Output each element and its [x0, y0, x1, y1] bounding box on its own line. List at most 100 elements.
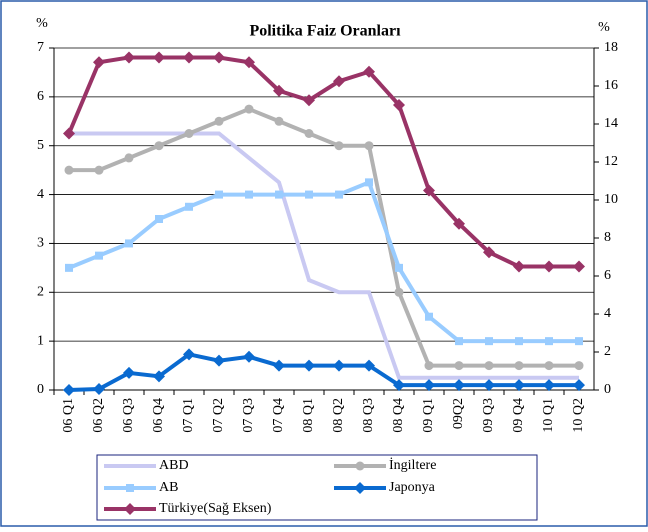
point	[93, 383, 105, 396]
chart-title: Politika Faiz Oranları	[249, 23, 401, 40]
point	[124, 503, 136, 515]
point	[304, 129, 314, 138]
y-axis-label: %	[36, 16, 48, 31]
point	[483, 379, 495, 392]
y2-tick-label: 0	[604, 382, 611, 397]
x-tick-label: 09Q2	[451, 398, 466, 429]
point	[183, 348, 195, 361]
point	[334, 141, 344, 151]
point	[544, 361, 554, 371]
y2-tick-label: 16	[604, 78, 618, 93]
point	[363, 359, 375, 372]
y2-tick-label: 8	[604, 230, 611, 245]
point	[214, 116, 224, 126]
point	[305, 190, 313, 199]
point	[543, 260, 555, 273]
point	[155, 215, 163, 223]
point	[484, 361, 494, 371]
series-line	[69, 131, 579, 380]
x-tick-label: 07 Q2	[211, 398, 226, 433]
point	[213, 51, 225, 64]
point	[364, 141, 374, 151]
x-tick-label: 09 Q4	[511, 398, 526, 433]
y2-tick-label: 14	[604, 116, 618, 131]
y-tick-label: 6	[37, 89, 44, 104]
point	[514, 361, 524, 371]
point	[126, 484, 134, 492]
point	[303, 359, 315, 372]
point	[333, 75, 345, 88]
point	[515, 337, 523, 346]
x-tick-label: 06 Q1	[61, 398, 76, 433]
point	[93, 56, 105, 69]
point	[354, 482, 366, 494]
point	[95, 251, 103, 260]
y2-axis-label: %	[598, 20, 610, 35]
point	[273, 84, 285, 97]
point	[245, 190, 253, 199]
point	[453, 379, 465, 392]
point	[273, 359, 285, 372]
point	[123, 51, 135, 64]
x-tick-label: 08 Q1	[301, 398, 316, 433]
x-tick-label: 06 Q3	[121, 398, 136, 433]
point	[333, 359, 345, 372]
y2-tick-label: 6	[604, 268, 611, 283]
point	[424, 361, 434, 371]
x-tick-label: 10 Q1	[541, 398, 556, 433]
point	[423, 184, 435, 197]
y-tick-label: 1	[37, 333, 44, 348]
point	[243, 350, 255, 363]
point	[153, 51, 165, 64]
x-tick-label: 09 Q1	[421, 398, 436, 433]
point	[64, 165, 74, 175]
point	[545, 337, 553, 346]
x-tick-label: 10 Q2	[571, 398, 586, 433]
point	[394, 287, 404, 297]
y-tick-label: 7	[37, 40, 44, 55]
point	[513, 379, 525, 392]
y2-tick-label: 18	[604, 40, 618, 55]
point	[395, 263, 403, 272]
point	[153, 370, 165, 383]
y-tick-label: 0	[37, 382, 44, 397]
legend-label: İngiltere	[389, 457, 436, 473]
point	[123, 366, 135, 379]
series-line	[69, 106, 579, 368]
x-tick-label: 06 Q4	[151, 398, 166, 433]
y-tick-label: 5	[37, 138, 44, 153]
point	[543, 379, 555, 392]
point	[363, 65, 375, 78]
x-tick-label: 06 Q2	[91, 398, 106, 433]
point	[184, 129, 194, 138]
point	[425, 312, 433, 321]
point	[274, 116, 284, 126]
point	[243, 56, 255, 69]
point	[185, 202, 193, 211]
point	[574, 361, 584, 371]
legend-label: Türkiye(Sağ Eksen)	[159, 501, 272, 516]
point	[154, 141, 164, 151]
point	[513, 260, 525, 273]
x-tick-label: 09 Q3	[481, 398, 496, 433]
point	[393, 379, 405, 392]
point	[485, 337, 493, 346]
y2-tick-label: 10	[604, 192, 618, 207]
point	[65, 263, 73, 272]
point	[455, 337, 463, 346]
point	[393, 99, 405, 111]
point	[423, 379, 435, 392]
y2-tick-label: 2	[604, 344, 611, 359]
x-tick-label: 07 Q3	[241, 398, 256, 433]
point	[63, 127, 75, 140]
point	[125, 239, 133, 248]
point	[573, 260, 585, 273]
point	[124, 153, 134, 163]
y-tick-label: 2	[37, 285, 44, 300]
point	[275, 190, 283, 199]
point	[483, 246, 495, 259]
legend-label: Japonya	[389, 480, 436, 495]
point	[575, 337, 583, 346]
y-tick-label: 3	[37, 236, 44, 251]
